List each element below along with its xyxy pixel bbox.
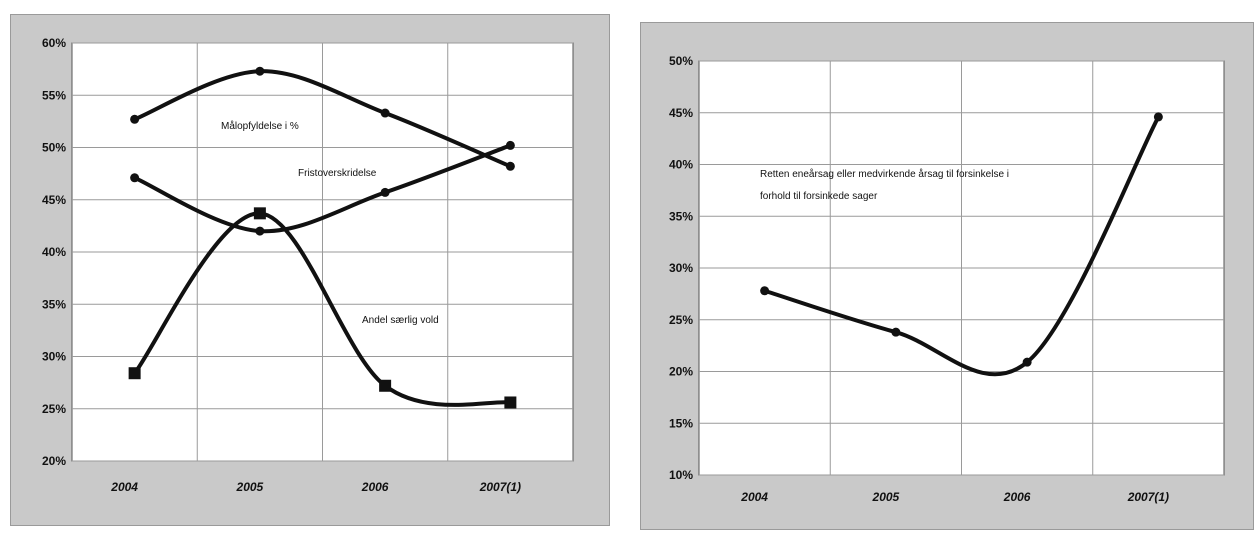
line-chart-right: 50% 45% 40% 35% 30% 25% 20% 15% 10% 2004 2005 2006 2…	[669, 54, 1225, 504]
y-tick-label: 55%	[42, 88, 66, 102]
series-line	[132, 69, 513, 169]
series-annotation: Retten eneårsag eller medvirkende årsag …	[760, 168, 1009, 180]
y-tick-label: 20%	[42, 454, 66, 468]
y-tick-label: 40%	[42, 245, 66, 259]
data-point	[891, 327, 901, 337]
x-tick-label: 2005	[236, 480, 264, 494]
series-line	[762, 114, 1161, 377]
data-point-square	[504, 396, 517, 409]
y-tick-label: 30%	[42, 350, 66, 364]
data-point-square	[379, 379, 392, 392]
line-chart-left: 60% 55% 50% 45% 40% 35% 30% 25% 20% 2004 2005 2006 2…	[42, 36, 574, 494]
chart-panel-right: 50% 45% 40% 35% 30% 25% 20% 15% 10% 2004 2005 2006 2…	[640, 22, 1254, 530]
data-point	[255, 226, 265, 236]
y-tick-label: 45%	[669, 106, 693, 120]
data-point	[1022, 357, 1032, 367]
series-line	[132, 211, 513, 407]
series-annotation: Målopfyldelse i %	[221, 120, 299, 132]
series-annotation: Fristoverskridelse	[298, 168, 377, 179]
x-tick-label: 2006	[361, 480, 389, 494]
x-tick-label: 2007(1)	[479, 480, 521, 494]
data-point	[255, 66, 265, 76]
x-tick-label: 2004	[740, 490, 768, 504]
y-tick-label: 20%	[669, 365, 693, 379]
y-tick-label: 40%	[669, 158, 693, 172]
y-tick-label: 15%	[669, 416, 693, 430]
y-tick-label: 60%	[42, 36, 66, 50]
data-point	[130, 173, 140, 183]
x-tick-label: 2005	[872, 490, 900, 504]
data-point	[130, 114, 140, 124]
x-tick-label: 2004	[110, 480, 138, 494]
y-tick-label: 50%	[669, 54, 693, 68]
data-point	[505, 140, 515, 150]
data-point-square	[253, 207, 266, 220]
series-line	[132, 143, 513, 234]
x-tick-label: 2006	[1003, 490, 1031, 504]
chart-panel-left: 60% 55% 50% 45% 40% 35% 30% 25% 20% 2004 2005 2006 2…	[10, 14, 610, 526]
data-point-square	[128, 367, 141, 380]
x-tick-label: 2007(1)	[1127, 490, 1169, 504]
data-point	[380, 187, 390, 197]
y-tick-label: 35%	[669, 209, 693, 223]
y-tick-label: 10%	[669, 468, 693, 482]
data-point	[760, 286, 770, 296]
series-annotation: forhold til forsinkede sager	[760, 191, 878, 202]
y-tick-label: 30%	[669, 261, 693, 275]
y-tick-label: 25%	[42, 402, 66, 416]
y-tick-label: 50%	[42, 141, 66, 155]
series-annotation: Andel særlig vold	[362, 315, 439, 326]
data-point	[380, 108, 390, 118]
y-tick-label: 35%	[42, 297, 66, 311]
y-tick-label: 25%	[669, 313, 693, 327]
data-point	[505, 161, 515, 171]
y-tick-label: 45%	[42, 193, 66, 207]
data-point	[1153, 112, 1163, 122]
